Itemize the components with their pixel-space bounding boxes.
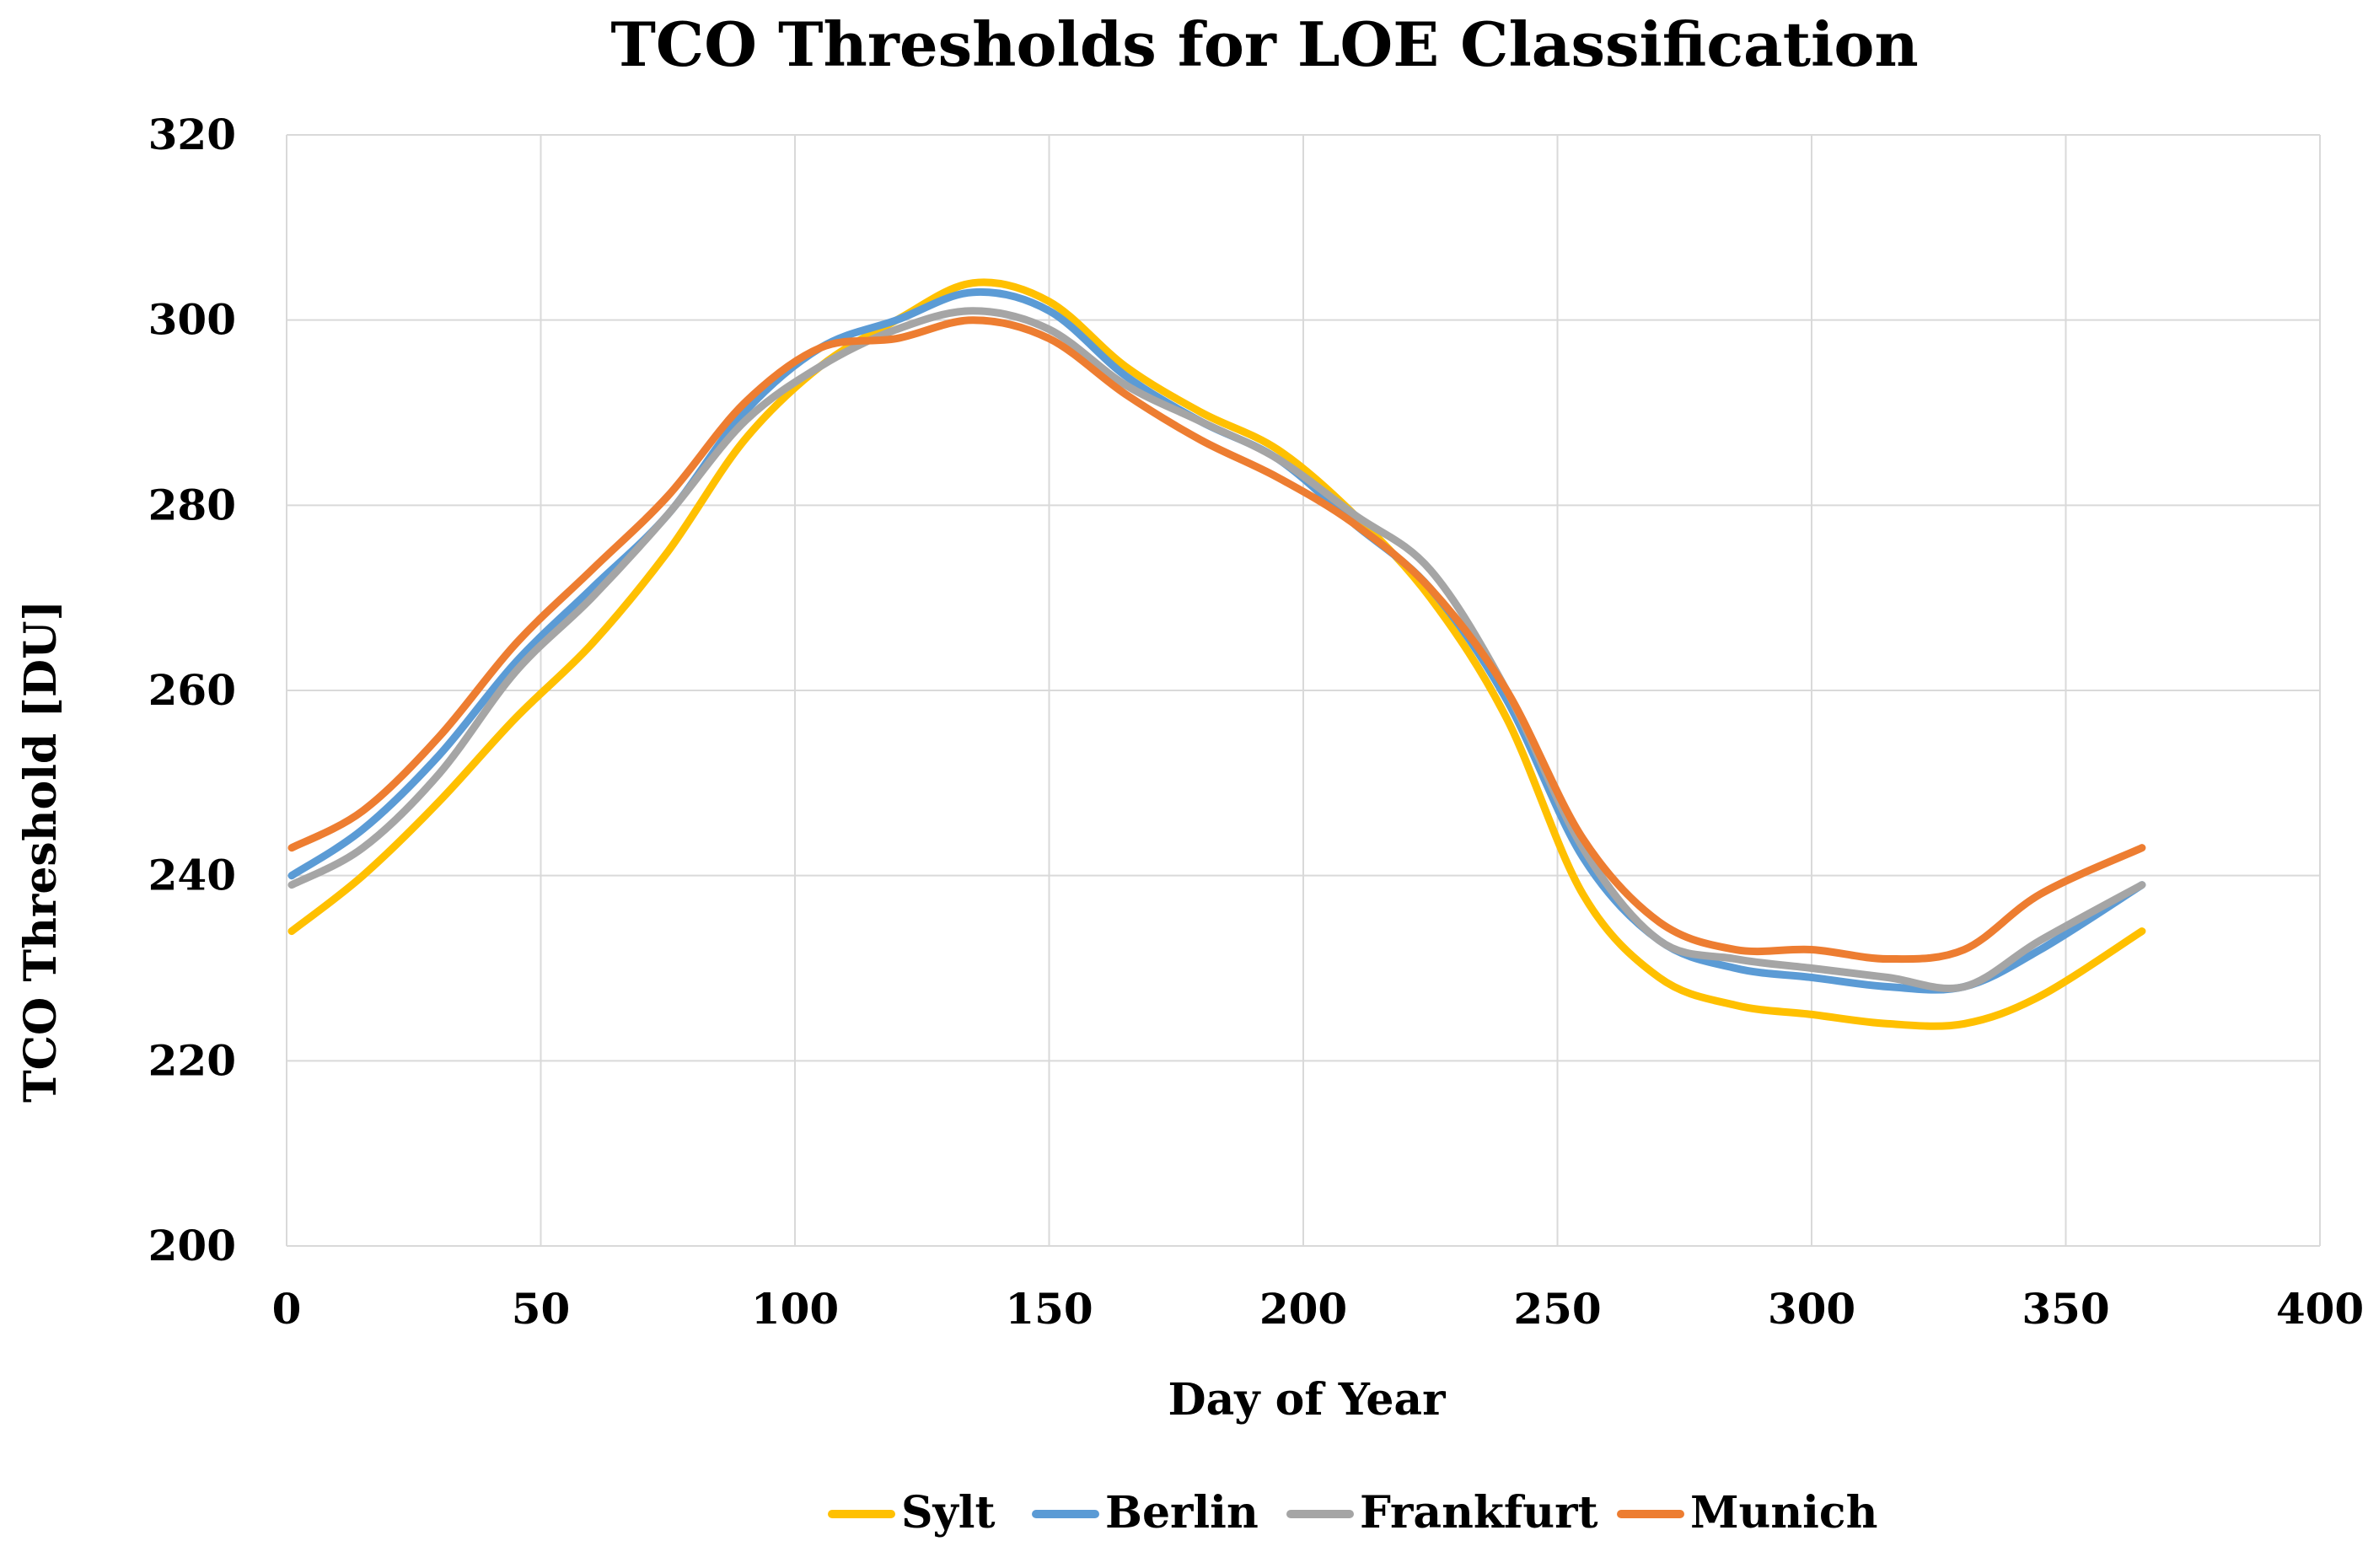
series-lines — [287, 278, 2146, 1030]
y-tick-label: 280 — [148, 480, 236, 529]
x-tick-label: 250 — [1513, 1284, 1601, 1334]
legend-label-berlin: Berlin — [1105, 1487, 1259, 1538]
x-tick-label: 350 — [2022, 1284, 2109, 1334]
y-tick-label: 240 — [148, 851, 236, 900]
x-tick-label: 50 — [512, 1284, 571, 1334]
series-line-sylt — [287, 278, 2146, 1030]
series-line-berlin — [287, 287, 2146, 994]
y-tick-label: 260 — [148, 665, 236, 715]
legend: Sylt Berlin Frankfurt Munich — [828, 1487, 1877, 1538]
x-tick-label: 300 — [1768, 1284, 1855, 1334]
x-tick-label: 400 — [2276, 1284, 2364, 1334]
axis-ticks: 200 220 240 260 280 300 320 0 50 100 150 200 250 300 3… — [148, 110, 2365, 1334]
legend-label-sylt: Sylt — [901, 1487, 996, 1538]
y-tick-label: 220 — [148, 1035, 236, 1085]
x-tick-label: 0 — [272, 1284, 302, 1334]
y-tick-label: 320 — [148, 110, 236, 159]
gridlines — [286, 134, 2321, 1247]
x-tick-label: 150 — [1005, 1284, 1093, 1334]
series-line-frankfurt — [287, 307, 2146, 992]
legend-label-frankfurt: Frankfurt — [1360, 1487, 1598, 1538]
x-tick-label: 200 — [1259, 1284, 1347, 1334]
series-line-munich — [287, 316, 2146, 964]
x-axis-title: Day of Year — [1168, 1374, 1446, 1426]
chart-title: TCO Thresholds for LOE Classification — [610, 8, 1918, 80]
y-tick-label: 200 — [148, 1221, 236, 1270]
y-tick-label: 300 — [148, 295, 236, 345]
x-tick-label: 100 — [751, 1284, 839, 1334]
legend-label-munich: Munich — [1690, 1487, 1877, 1538]
y-axis-title: TCO Threshold [DU] — [15, 600, 67, 1103]
